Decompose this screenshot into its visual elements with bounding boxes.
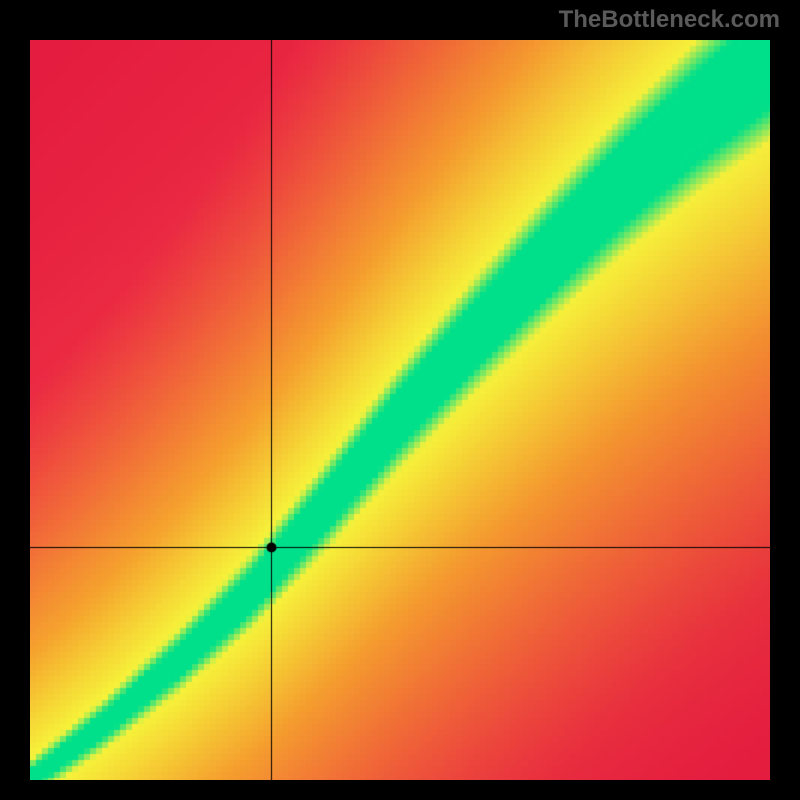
watermark-text: TheBottleneck.com — [559, 6, 780, 34]
bottleneck-heatmap — [30, 40, 770, 780]
chart-container: TheBottleneck.com — [0, 0, 800, 800]
